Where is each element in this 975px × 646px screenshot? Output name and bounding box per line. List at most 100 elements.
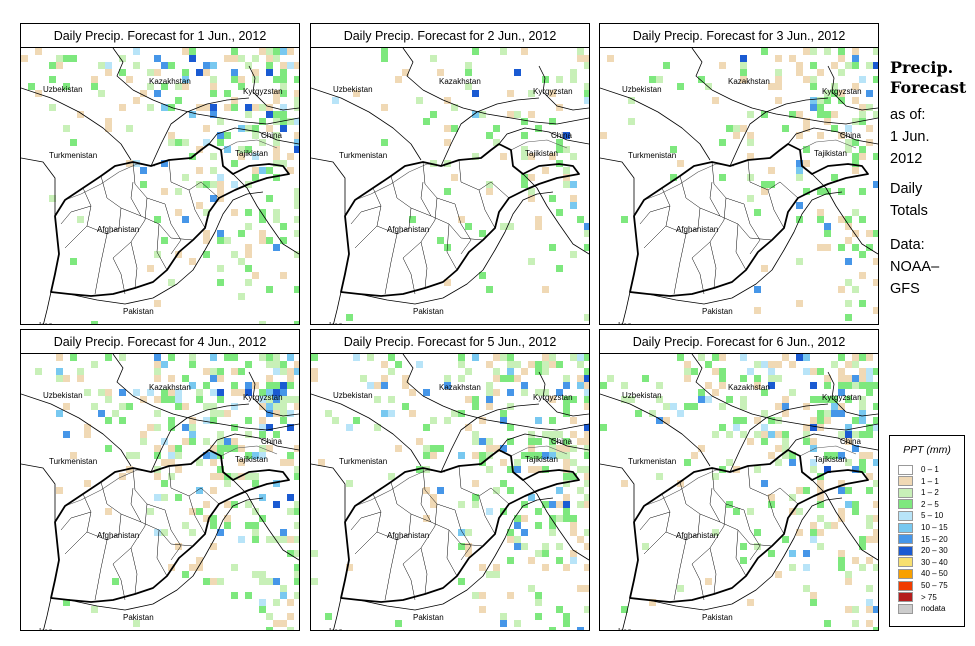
precip-cell xyxy=(245,473,252,480)
legend-label: 0 – 1 xyxy=(921,465,939,474)
precip-cell xyxy=(768,382,775,389)
precip-cell xyxy=(577,438,584,445)
precip-cell xyxy=(98,389,105,396)
precip-cell xyxy=(507,529,514,536)
precip-cell xyxy=(140,181,147,188)
country-label-kyrgyzstan: Kyrgyzstan xyxy=(533,393,573,402)
precip-cell xyxy=(231,592,238,599)
precip-cell xyxy=(189,354,196,361)
precip-cell xyxy=(810,599,817,606)
province-border xyxy=(735,529,747,577)
precip-cell xyxy=(549,354,556,361)
precip-cell xyxy=(577,466,584,473)
sidebar-title-line2: Forecast xyxy=(890,78,967,97)
precip-cell xyxy=(472,480,479,487)
precip-cell xyxy=(154,368,161,375)
precip-cell xyxy=(245,592,252,599)
precip-cell xyxy=(584,396,589,403)
precip-cell xyxy=(231,251,238,258)
precip-cell xyxy=(873,258,878,265)
precip-cell xyxy=(838,550,845,557)
precip-cell xyxy=(444,139,451,146)
precip-cell xyxy=(294,146,299,153)
precip-cell xyxy=(873,536,878,543)
precip-cell xyxy=(796,300,803,307)
precip-cell xyxy=(182,69,189,76)
precip-cell xyxy=(563,466,570,473)
precip-cell xyxy=(563,396,570,403)
precip-cell xyxy=(556,389,563,396)
precip-cell xyxy=(367,354,374,361)
precip-cell xyxy=(549,515,556,522)
precip-cell xyxy=(287,410,294,417)
precip-cell xyxy=(259,237,266,244)
precip-cell xyxy=(873,368,878,375)
precip-cell xyxy=(210,195,217,202)
precip-cell xyxy=(873,515,878,522)
precip-cell xyxy=(294,90,299,97)
precip-cell xyxy=(810,48,817,55)
precip-cell xyxy=(273,209,280,216)
precip-cell xyxy=(817,543,824,550)
country-label-pakistan: Pakistan xyxy=(702,307,733,316)
precip-cell xyxy=(479,606,486,613)
precip-cell xyxy=(273,620,280,627)
precip-cell xyxy=(133,620,140,627)
precip-cell xyxy=(280,459,287,466)
precip-cell xyxy=(607,375,614,382)
precip-cell xyxy=(810,396,817,403)
precip-cell xyxy=(294,473,299,480)
country-border xyxy=(440,403,540,473)
precip-cell xyxy=(845,62,852,69)
province-border xyxy=(168,465,202,497)
precip-cell xyxy=(521,529,528,536)
province-border xyxy=(709,241,717,289)
precip-cell xyxy=(796,354,803,361)
precip-cell xyxy=(210,522,217,529)
precip-cell xyxy=(866,125,873,132)
precip-cell xyxy=(273,501,280,508)
precip-cell xyxy=(782,536,789,543)
precip-cell xyxy=(119,403,126,410)
precip-cell xyxy=(245,251,252,258)
precip-cell xyxy=(266,48,273,55)
precip-cell xyxy=(210,153,217,160)
precip-cell xyxy=(845,237,852,244)
precip-cell xyxy=(866,230,873,237)
precip-cell xyxy=(535,452,542,459)
precip-cell xyxy=(84,389,91,396)
precip-cell xyxy=(810,368,817,375)
precip-cell xyxy=(577,375,584,382)
precip-cell xyxy=(479,452,486,459)
precip-cell xyxy=(182,571,189,578)
precip-cell xyxy=(259,216,266,223)
province-border xyxy=(156,223,168,271)
province-border xyxy=(490,487,510,505)
precip-cell xyxy=(831,452,838,459)
precip-cell xyxy=(831,62,838,69)
precip-cell xyxy=(175,188,182,195)
sidebar-title-line1: Precip. xyxy=(890,58,954,77)
province-border xyxy=(422,467,456,511)
precip-cell xyxy=(577,585,584,592)
precip-cell xyxy=(584,382,589,389)
precip-cell xyxy=(105,62,112,69)
precip-cell xyxy=(740,557,747,564)
precip-cell xyxy=(845,459,852,466)
legend-label: 40 – 50 xyxy=(921,569,948,579)
precip-cell xyxy=(346,314,353,321)
precip-cell xyxy=(238,389,245,396)
precip-cell xyxy=(866,368,873,375)
precip-cell xyxy=(852,557,859,564)
precip-cell xyxy=(542,466,549,473)
precip-cell xyxy=(287,494,294,501)
precip-cell xyxy=(584,424,589,431)
precip-cell xyxy=(817,368,824,375)
precip-cell xyxy=(224,480,231,487)
precip-cell xyxy=(196,146,203,153)
precip-cell xyxy=(656,396,663,403)
precip-cell xyxy=(866,431,873,438)
precip-cell xyxy=(294,466,299,473)
province-border xyxy=(711,467,745,511)
precip-cell xyxy=(859,410,866,417)
